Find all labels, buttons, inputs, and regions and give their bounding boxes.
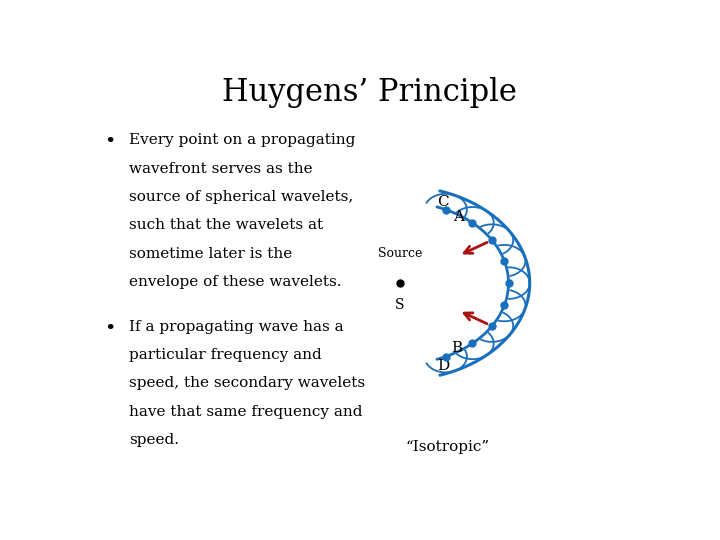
Text: speed, the secondary wavelets: speed, the secondary wavelets <box>129 376 365 390</box>
Text: •: • <box>104 320 115 338</box>
Text: S: S <box>395 298 405 312</box>
Text: such that the wavelets at: such that the wavelets at <box>129 218 323 232</box>
Text: “Isotropic”: “Isotropic” <box>405 440 490 454</box>
Text: envelope of these wavelets.: envelope of these wavelets. <box>129 275 341 289</box>
Text: C: C <box>437 195 449 209</box>
Text: sometime later is the: sometime later is the <box>129 246 292 260</box>
Text: have that same frequency and: have that same frequency and <box>129 404 363 418</box>
Text: Source: Source <box>377 247 422 260</box>
Text: speed.: speed. <box>129 433 179 447</box>
Text: particular frequency and: particular frequency and <box>129 348 322 362</box>
Text: If a propagating wave has a: If a propagating wave has a <box>129 320 343 334</box>
Text: Every point on a propagating: Every point on a propagating <box>129 133 356 147</box>
Text: wavefront serves as the: wavefront serves as the <box>129 161 312 176</box>
Text: B: B <box>451 341 462 355</box>
Text: source of spherical wavelets,: source of spherical wavelets, <box>129 190 354 204</box>
Text: D: D <box>437 359 449 373</box>
Text: •: • <box>104 133 115 151</box>
Text: Huygens’ Principle: Huygens’ Principle <box>222 77 516 109</box>
Text: A: A <box>453 210 464 224</box>
